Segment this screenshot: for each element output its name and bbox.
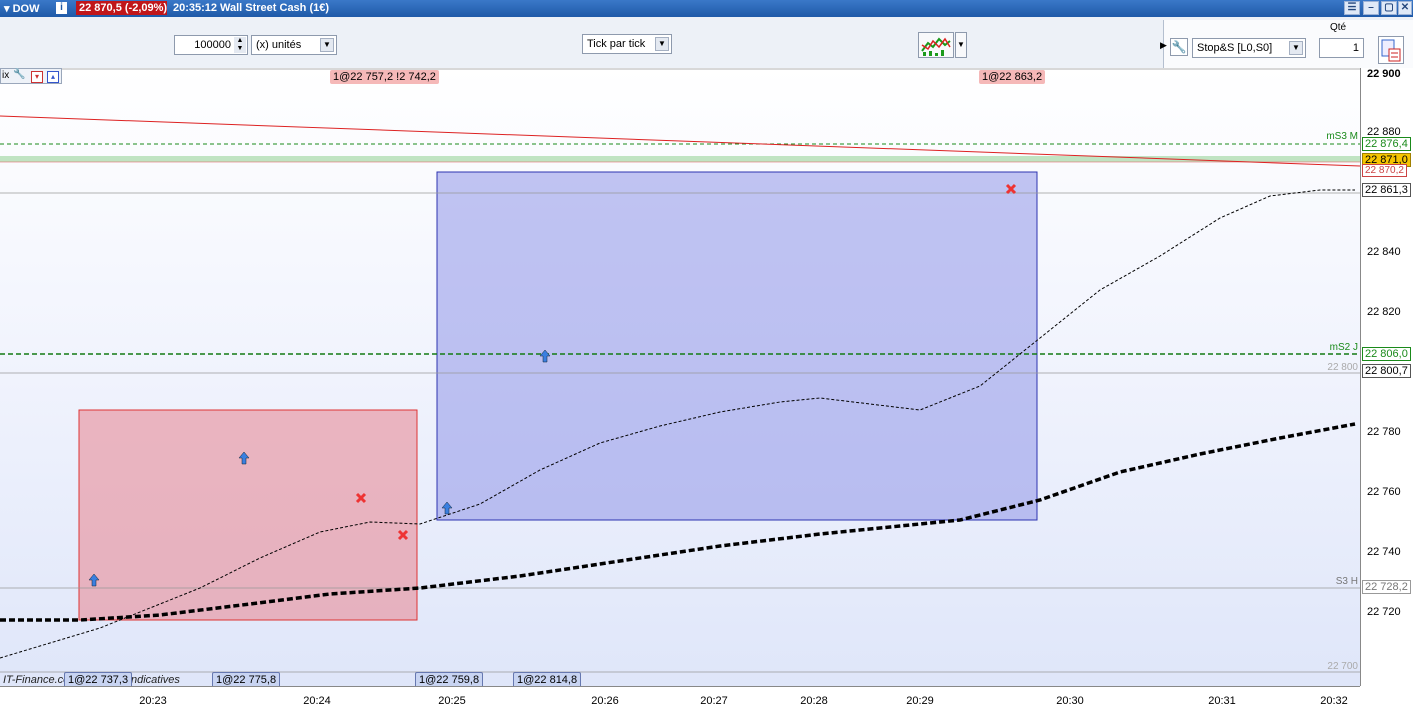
price-tick: 22 880 (1367, 126, 1401, 138)
time-tick: 20:24 (303, 695, 331, 707)
order-panel: ▶ 🔧 Stop&S [L0,S0] ▼ Qté 1 (1160, 20, 1413, 68)
buy-arrow-icon[interactable] (238, 451, 250, 465)
time-tick: 20:32 (1320, 695, 1348, 707)
time-tick: 20:27 (700, 695, 728, 707)
price-change-badge (76, 1, 167, 15)
moving-average-slow (0, 422, 1356, 622)
price-level-tag: 22 806,0 (1362, 347, 1411, 361)
order-tag[interactable]: 1@22 757,2 !2 742,2 (330, 70, 439, 84)
unit-select-label: (x) unités (256, 39, 302, 51)
chevron-down-icon: ▼ (320, 38, 334, 52)
instrument-name: Wall Street Cash (1€) (220, 2, 330, 14)
price-level-tag: 22 870,2 (1362, 164, 1407, 177)
time-tick: 20:28 (800, 695, 828, 707)
order-tag[interactable]: 1@22 737,3 (64, 672, 133, 686)
quantity-stepper[interactable]: 100000 ▲ ▼ (174, 35, 248, 55)
order-type-select[interactable]: Stop&S [L0,S0] ▼ (1192, 38, 1306, 58)
price-tick: 22 760 (1367, 486, 1401, 498)
order-ticket-icon[interactable] (1378, 36, 1404, 64)
collapse-arrow-icon[interactable]: ▶ (1160, 40, 1167, 50)
wrench-icon[interactable]: 🔧 (13, 69, 26, 80)
order-tag[interactable]: 1@22 863,2 (979, 70, 1046, 84)
add-indicator-icon[interactable]: ▴ (47, 71, 59, 83)
price-level-tag: 22 728,2 (1362, 580, 1411, 594)
price-tick: 22 820 (1367, 306, 1401, 318)
stepper-arrows-icon[interactable]: ▲ ▼ (234, 37, 246, 53)
toolbar: 100000 ▲ ▼ (x) unités ▼ Tick par tick ▼ ▼… (0, 17, 1413, 69)
time-tick: 20:23 (139, 695, 167, 707)
close-icon[interactable]: ✕ (1398, 1, 1412, 15)
symbol-label: DOW (12, 3, 40, 15)
time-tick: 20:25 (438, 695, 466, 707)
time-tick: 20:29 (906, 695, 934, 707)
winning-trade-zone (436, 171, 1038, 521)
window-menu-icon[interactable]: ☰ (1344, 1, 1360, 15)
price-axis[interactable]: 22 900 22 880 22 840 22 820 22 780 22 76… (1360, 68, 1413, 686)
buy-arrow-icon[interactable] (539, 349, 551, 363)
time-tick: 20:26 (591, 695, 619, 707)
wrench-icon[interactable]: 🔧 (1170, 38, 1188, 56)
level-name-mS2: mS2 J (1329, 342, 1358, 353)
order-tag[interactable]: 1@22 775,8 (212, 672, 281, 686)
chart-tools: ix 🔧 ▾ ▴ (0, 68, 62, 84)
buy-arrow-icon[interactable] (441, 501, 453, 515)
price-level-tag: 22 876,4 (1362, 137, 1411, 151)
minimize-icon[interactable]: – (1363, 1, 1379, 15)
price-tick: 22 840 (1367, 246, 1401, 258)
unit-select[interactable]: (x) unités ▼ (251, 35, 337, 55)
chart-style-dropdown[interactable]: ▼ (955, 32, 967, 58)
quantity-value: 100000 (194, 39, 231, 51)
sell-cross-icon[interactable] (355, 492, 367, 504)
title-bar: ▾ DOW i 22 870,5 (-2,09%) 20:35:12 Wall … (0, 0, 1413, 17)
order-tag[interactable]: 1@22 759,8 (415, 672, 484, 686)
chart-style-button[interactable] (918, 32, 954, 58)
chart-menu-label[interactable]: ix (2, 70, 10, 81)
price-chart[interactable]: ix 🔧 ▾ ▴ 1@22 757,2 !2 742,2 1@22 863,2 … (0, 68, 1360, 686)
price-tick: 22 900 (1367, 68, 1401, 80)
losing-trade-zone (78, 409, 418, 621)
sell-cross-icon[interactable] (1005, 183, 1017, 195)
price-tick: 22 720 (1367, 606, 1401, 618)
time-tick: 20:30 (1056, 695, 1084, 707)
period-select[interactable]: Tick par tick ▼ (582, 34, 672, 54)
price-change-text: 22 870,5 (-2,09%) (79, 2, 168, 14)
price-tick: 22 740 (1367, 546, 1401, 558)
qty-label: Qté (1330, 22, 1347, 33)
chart-canvas[interactable] (0, 68, 1360, 686)
grid-value-label: 22 800 (1327, 362, 1358, 373)
chevron-down-icon: ▼ (1289, 41, 1303, 55)
level-name-S3: S3 H (1335, 576, 1358, 587)
current-price-tag: 22 871,0 (1362, 153, 1411, 167)
price-level-tag: 22 800,7 (1362, 364, 1411, 378)
time-tick: 20:31 (1208, 695, 1236, 707)
chevron-down-icon: ▼ (655, 37, 669, 51)
info-icon[interactable]: i (56, 2, 67, 14)
order-tag[interactable]: 1@22 814,8 (513, 672, 582, 686)
symbol-dropdown[interactable]: ▾ DOW (4, 3, 40, 15)
order-type-label: Stop&S [L0,S0] (1197, 42, 1273, 54)
sell-cross-icon[interactable] (397, 529, 409, 541)
price-tick: 22 780 (1367, 426, 1401, 438)
remove-indicator-icon[interactable]: ▾ (31, 71, 43, 83)
qty-field[interactable]: 1 (1319, 38, 1364, 58)
price-level-tag: 22 861,3 (1362, 183, 1411, 197)
trend-line (0, 115, 1360, 167)
time-axis[interactable]: 20:23 20:24 20:25 20:26 20:27 20:28 20:2… (0, 686, 1360, 713)
period-select-label: Tick par tick (587, 38, 646, 50)
maximize-icon[interactable]: ▢ (1381, 1, 1397, 15)
level-name-mS3: mS3 M (1326, 131, 1358, 142)
buy-arrow-icon[interactable] (88, 573, 100, 587)
qty-value: 1 (1352, 42, 1359, 54)
clock-time: 20:35:12 (173, 2, 218, 14)
chart-style-icon (921, 37, 951, 56)
pivot-band (0, 156, 1360, 162)
grid-value-label: 22 700 (1327, 661, 1358, 672)
